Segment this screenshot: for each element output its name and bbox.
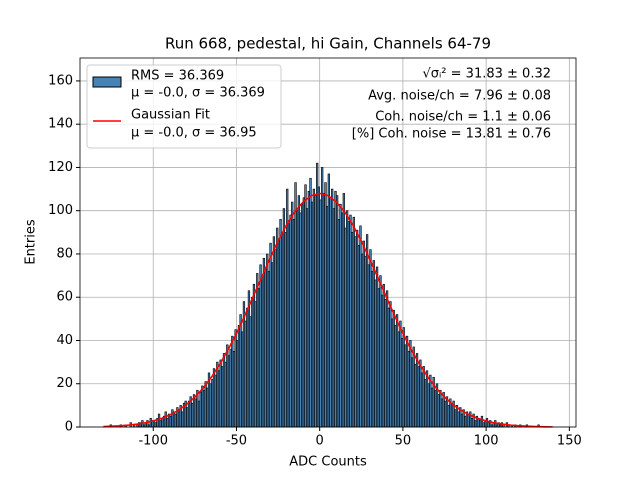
- y-tick-label: 40: [56, 333, 73, 348]
- y-tick-label: 80: [56, 246, 73, 261]
- annotation: [%] Coh. noise = 13.81 ± 0.76: [352, 127, 551, 142]
- x-tick-label: 100: [474, 434, 499, 449]
- legend-label: RMS = 36.369: [131, 69, 224, 84]
- legend-box: [86, 64, 282, 149]
- y-tick-label: 140: [48, 117, 73, 132]
- fit-line: [103, 192, 553, 428]
- annotation: Coh. noise/ch = 1.1 ± 0.06: [375, 110, 551, 125]
- chart-title: Run 668, pedestal, hi Gain, Channels 64-…: [165, 35, 491, 53]
- annotation: Avg. noise/ch = 7.96 ± 0.08: [368, 89, 551, 104]
- legend-label: μ = -0.0, σ = 36.95: [131, 126, 257, 141]
- y-axis-label: Entries: [24, 219, 39, 265]
- x-tick-label: -50: [226, 434, 247, 449]
- y-tick-label: 100: [48, 203, 73, 218]
- y-tick-label: 60: [56, 290, 73, 305]
- axes-frame: [79, 57, 577, 428]
- x-axis-label: ADC Counts: [289, 455, 367, 470]
- x-tick-label: 50: [395, 434, 412, 449]
- y-tick-label: 120: [48, 160, 73, 175]
- x-tick-label: -100: [138, 434, 168, 449]
- y-tick-label: 20: [56, 376, 73, 391]
- x-tick-label: 150: [557, 434, 582, 449]
- y-tick-label: 160: [48, 73, 73, 88]
- x-tick-label: 0: [316, 434, 324, 449]
- legend-swatch: [92, 76, 122, 88]
- legend-label: Gaussian Fit: [131, 108, 210, 123]
- annotation: √σᵢ² = 31.83 ± 0.32: [422, 67, 551, 82]
- legend-label: μ = -0.0, σ = 36.369: [131, 86, 265, 101]
- y-tick-label: 0: [65, 420, 73, 435]
